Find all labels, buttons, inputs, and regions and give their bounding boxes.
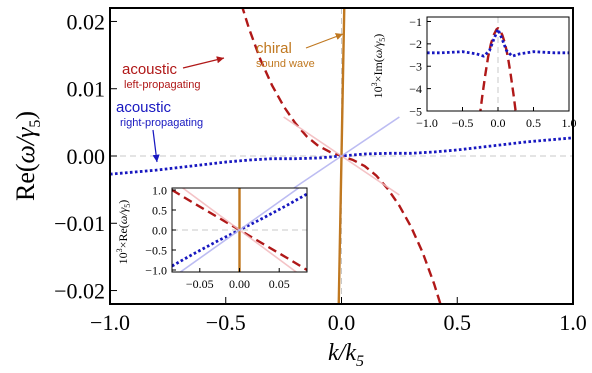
y-axis-label: Re(ω/γ5) bbox=[11, 111, 44, 201]
main-xtick-label: −0.5 bbox=[206, 310, 246, 335]
main-ytick-label: 0.00 bbox=[67, 144, 106, 169]
main-xtick-label: 1.0 bbox=[559, 310, 587, 335]
main-ytick-label: 0.02 bbox=[67, 9, 106, 34]
inset-im-x-ticks: −1.0 −0.5 0.0 0.5 1.0 bbox=[416, 107, 577, 130]
inset-im-panel: −1.0 −0.5 0.0 0.5 1.0 −5 −4 −3 −2 −1 103×Im(ω/γ5… bbox=[370, 15, 577, 130]
svg-text:k/k5: k/k5 bbox=[328, 340, 364, 370]
annotation-acoustic-left-subtitle: left-propagating bbox=[124, 79, 200, 91]
annotation-acoustic-right-subtitle: right-propagating bbox=[120, 117, 203, 129]
annotation-chiral-arrow bbox=[305, 33, 344, 49]
inset-re-xtick-label: 0.05 bbox=[269, 277, 290, 291]
inset-re-ytick-label: −1.0 bbox=[145, 263, 167, 277]
annotation-acoustic-left-arrow bbox=[182, 56, 225, 69]
inset-im-series-0-dashed bbox=[479, 26, 517, 111]
main-ytick-label: 0.01 bbox=[67, 77, 106, 102]
inset-re-x-ticks: −0.05 0.00 0.05 bbox=[186, 268, 290, 291]
inset-re-ytick-label: 0.0 bbox=[152, 223, 167, 237]
inset-im-ytick-label: −3 bbox=[409, 60, 422, 74]
annotation-chiral-title: chiral bbox=[256, 40, 292, 57]
annotation-acoustic-left: acoustic left-propagating bbox=[122, 56, 225, 91]
svg-text:103×Im(ω/γ5): 103×Im(ω/γ5) bbox=[370, 34, 387, 99]
inset-im-xtick-label: 0.0 bbox=[491, 116, 506, 130]
inset-im-xtick-label: 1.0 bbox=[562, 116, 577, 130]
inset-re-y-label: 103×Re(ω/γ5) bbox=[115, 200, 132, 265]
inset-re-ytick-label: 0.5 bbox=[152, 203, 167, 217]
main-ytick-label: −0.02 bbox=[54, 278, 105, 303]
inset-im-xtick-label: −1.0 bbox=[416, 116, 438, 130]
inset-im-series-1-dotted bbox=[427, 27, 569, 58]
inset-im-xtick-label: −0.5 bbox=[452, 116, 474, 130]
annotation-chiral: chiral sound wave bbox=[256, 33, 344, 70]
inset-re-ytick-label: −0.5 bbox=[145, 243, 167, 257]
annotation-acoustic-right-arrow bbox=[152, 129, 160, 163]
inset-re-panel: −0.05 0.00 0.05 −1.0 −0.5 0.0 0.5 1.0 103×Re(ω… bbox=[115, 183, 308, 291]
inset-im-ytick-label: −5 bbox=[409, 104, 422, 118]
inset-re-series-4-solid-faint bbox=[179, 188, 300, 272]
inset-re-xtick-label: 0.00 bbox=[229, 277, 250, 291]
inset-im-y-label: 103×Im(ω/γ5) bbox=[370, 34, 387, 99]
inset-im-y-ticks: −5 −4 −3 −2 −1 bbox=[409, 15, 431, 118]
inset-im-ytick-label: −4 bbox=[409, 82, 422, 96]
annotation-acoustic-right-title: acoustic bbox=[116, 99, 172, 116]
main-x-ticks: −1.0 −0.5 0.0 0.5 1.0 bbox=[90, 297, 587, 335]
inset-im-series bbox=[427, 26, 569, 111]
inset-im-xtick-label: 0.5 bbox=[526, 116, 541, 130]
inset-re-y-ticks: −1.0 −0.5 0.0 0.5 1.0 bbox=[145, 183, 176, 277]
annotation-acoustic-left-title: acoustic bbox=[122, 61, 178, 78]
x-axis-label: k/k5 bbox=[328, 340, 364, 370]
main-xtick-label: 0.5 bbox=[444, 310, 472, 335]
svg-text:Re(ω/γ5): Re(ω/γ5) bbox=[11, 111, 44, 201]
annotation-chiral-subtitle: sound wave bbox=[256, 58, 315, 70]
main-series bbox=[110, 8, 573, 304]
main-panel: −1.0 −0.5 0.0 0.5 1.0 −0.02 −0.01 0.00 0.01 0.02… bbox=[11, 7, 587, 370]
main-xtick-label: −1.0 bbox=[90, 310, 130, 335]
main-series-4-solid-faint bbox=[283, 116, 400, 196]
main-y-ticks: −0.02 −0.01 0.00 0.01 0.02 bbox=[54, 9, 117, 303]
inset-re-xtick-label: −0.05 bbox=[186, 277, 214, 291]
inset-im-ytick-label: −2 bbox=[409, 37, 422, 51]
svg-text:103×Re(ω/γ5): 103×Re(ω/γ5) bbox=[115, 200, 132, 265]
main-ytick-label: −0.01 bbox=[54, 211, 105, 236]
inset-im-ytick-label: −1 bbox=[409, 15, 422, 29]
annotation-acoustic-right: acoustic right-propagating bbox=[116, 99, 203, 163]
inset-re-ytick-label: 1.0 bbox=[152, 183, 167, 197]
inset-re-series bbox=[172, 188, 307, 272]
main-xtick-label: 0.0 bbox=[328, 310, 356, 335]
